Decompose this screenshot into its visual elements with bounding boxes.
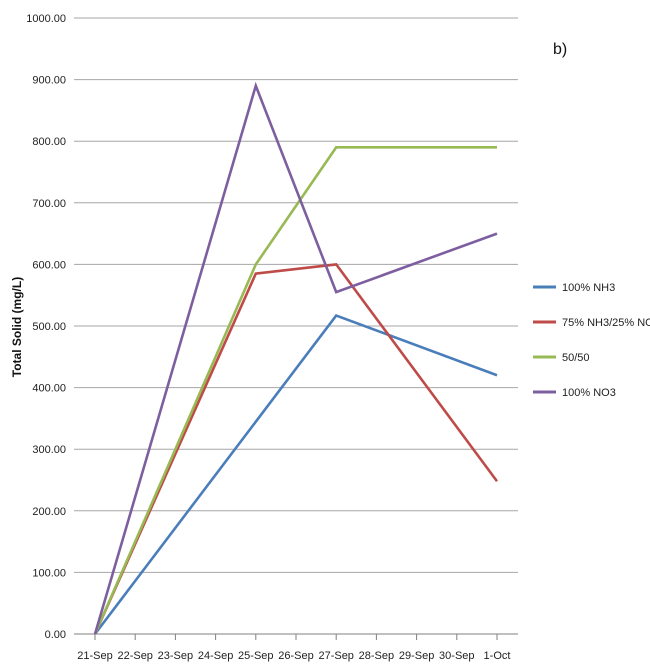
y-tick-label: 300.00 <box>32 444 66 456</box>
x-tick-label: 29-Sep <box>399 650 434 662</box>
x-tick-label: 30-Sep <box>439 650 474 662</box>
y-axis-label: Total Solid (mg/L) <box>10 277 24 377</box>
legend-label-1: 75% NH3/25% NO3 <box>562 317 650 329</box>
x-tick-label: 23-Sep <box>158 650 193 662</box>
y-tick-label: 900.00 <box>32 75 66 87</box>
legend-label-2: 50/50 <box>562 352 590 364</box>
x-tick-label: 22-Sep <box>117 650 152 662</box>
x-tick-label: 24-Sep <box>198 650 233 662</box>
x-tick-label: 1-Oct <box>484 650 511 662</box>
series-line-1 <box>93 263 499 635</box>
panel-label: b) <box>553 41 567 58</box>
series-line-3 <box>93 81 498 635</box>
series-line-2 <box>93 146 497 635</box>
series-lines <box>93 81 499 635</box>
x-tick-label: 26-Sep <box>278 650 313 662</box>
y-tick-label: 600.00 <box>32 259 66 271</box>
legend-label-0: 100% NH3 <box>562 282 615 294</box>
y-tick-label: 1000.00 <box>26 13 66 25</box>
legend-label-3: 100% NO3 <box>562 387 616 399</box>
y-tick-label: 500.00 <box>32 321 66 333</box>
y-tick-label: 200.00 <box>32 506 66 518</box>
series-line-0 <box>93 313 498 635</box>
y-tick-labels: 0.00 100.00 200.00 300.00 400.00 500.00 600.00… <box>26 13 66 641</box>
x-tick-label: 25-Sep <box>238 650 273 662</box>
y-tick-label: 100.00 <box>32 567 66 579</box>
y-tick-label: 700.00 <box>32 198 66 210</box>
x-tick-labels: 21-Sep 22-Sep 23-Sep 24-Sep 25-Sep 26-Sep 27-S… <box>77 634 510 662</box>
legend: 100% NH3 75% NH3/25% NO3 50/50 100% NO3 <box>533 282 650 399</box>
y-tick-label: 0.00 <box>45 629 66 641</box>
x-tick-label: 21-Sep <box>77 650 112 662</box>
x-tick-label: 28-Sep <box>359 650 394 662</box>
y-tick-label: 800.00 <box>32 136 66 148</box>
y-tick-label: 400.00 <box>32 383 66 395</box>
grid-lines <box>74 17 518 635</box>
x-tick-label: 27-Sep <box>318 650 353 662</box>
